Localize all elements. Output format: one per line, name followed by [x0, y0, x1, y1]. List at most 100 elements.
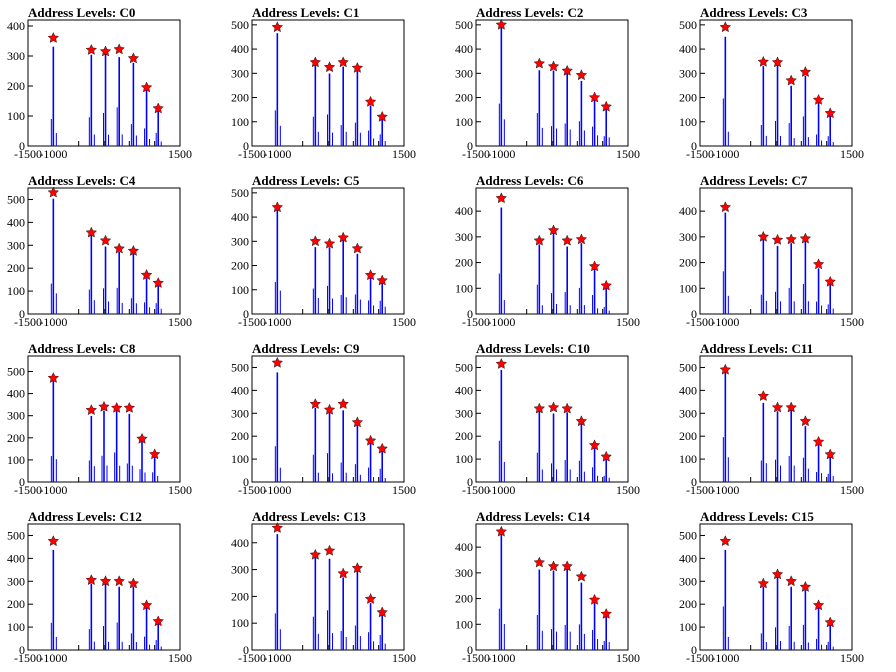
chart-panel-2: Address Levels: C2 0 100 200 300 400 500 -1500-… [455, 5, 640, 161]
x-tick-label: -1500 [14, 315, 42, 329]
peak-marker [364, 434, 377, 446]
chart-title: Address Levels: C6 [476, 173, 584, 188]
peak-marker [364, 269, 377, 281]
peak-marker [757, 390, 770, 401]
peak-marker [600, 450, 612, 462]
chart-panel-5: Address Levels: C5 0 100 200 300 400 500 -1500-… [231, 173, 416, 329]
y-tick-label: 0 [19, 475, 25, 489]
peak-marker [771, 401, 784, 413]
peak-marker [113, 242, 125, 254]
x-tick-label: 1500 [840, 483, 864, 497]
peak-marker [771, 233, 784, 245]
x-tick-label: -1000 [263, 483, 291, 497]
y-tick-label: 400 [679, 42, 697, 56]
y-tick-label: 300 [679, 230, 697, 244]
y-tick-label: 500 [7, 528, 25, 542]
peak-marker [271, 21, 284, 33]
y-tick-label: 200 [455, 256, 473, 270]
peak-marker [152, 102, 164, 114]
peak-marker [547, 224, 560, 236]
x-tick-label: 1500 [168, 651, 192, 665]
peak-marker [323, 61, 336, 73]
peak-marker [47, 372, 60, 383]
y-tick-label: 100 [679, 281, 697, 295]
peak-marker [364, 95, 377, 107]
peak-marker [376, 274, 388, 286]
y-tick-label: 300 [455, 566, 473, 580]
y-tick-label: 100 [7, 620, 25, 634]
y-tick-label: 500 [455, 360, 473, 374]
y-tick-label: 0 [243, 643, 249, 657]
peak-marker [719, 201, 732, 213]
peak-marker [824, 616, 836, 628]
peak-marker [47, 186, 60, 198]
y-tick-label: 200 [231, 589, 249, 603]
y-tick-label: 200 [231, 91, 249, 105]
x-tick-label: -1000 [39, 483, 67, 497]
y-tick-label: 100 [7, 109, 25, 123]
peak-marker [495, 525, 508, 537]
y-tick-label: 500 [7, 192, 25, 206]
peak-marker [376, 606, 388, 618]
peak-marker [337, 56, 349, 68]
chart-title: Address Levels: C12 [28, 509, 142, 524]
y-tick-label: 100 [679, 115, 697, 129]
y-tick-label: 300 [231, 234, 249, 248]
y-tick-label: 300 [231, 563, 249, 577]
x-tick-label: -1500 [238, 651, 266, 665]
y-tick-label: 100 [455, 617, 473, 631]
y-tick-label: 500 [679, 360, 697, 374]
peak-marker [148, 448, 161, 460]
y-tick-label: 400 [231, 210, 249, 224]
peak-marker [136, 432, 148, 444]
x-tick-label: 1500 [392, 315, 416, 329]
peak-marker [127, 577, 140, 589]
peak-marker [271, 356, 284, 368]
x-tick-label: -1500 [462, 315, 490, 329]
x-tick-label: 1500 [616, 147, 640, 161]
y-tick-label: 100 [455, 281, 473, 295]
y-tick-label: 400 [7, 19, 25, 33]
x-tick-label: -1000 [263, 651, 291, 665]
chart-title: Address Levels: C11 [700, 341, 813, 356]
peak-marker [495, 358, 508, 369]
peak-marker [575, 570, 588, 582]
y-tick-label: 500 [679, 18, 697, 32]
y-tick-label: 300 [231, 66, 249, 80]
peak-marker [799, 66, 812, 77]
peak-marker [85, 574, 98, 585]
y-tick-label: 0 [243, 307, 249, 321]
x-tick-label: -1500 [686, 315, 714, 329]
x-tick-label: -1000 [711, 147, 739, 161]
peak-marker [85, 44, 98, 55]
chart-title: Address Levels: C13 [252, 509, 366, 524]
x-tick-label: -1000 [487, 483, 515, 497]
y-tick-label: 400 [7, 387, 25, 401]
chart-panel-15: Address Levels: C15 0 100 200 300 400 500 -1500… [679, 509, 864, 665]
peak-marker [561, 234, 573, 246]
chart-title: Address Levels: C7 [700, 173, 808, 188]
y-tick-label: 200 [679, 429, 697, 443]
chart-panel-3: Address Levels: C3 0 100 200 300 400 500 -1500-… [679, 5, 864, 161]
y-tick-label: 300 [455, 406, 473, 420]
peak-marker [812, 258, 825, 270]
y-tick-label: 500 [7, 364, 25, 378]
x-tick-label: 1500 [840, 315, 864, 329]
chart-panel-4: Address Levels: C4 0 100 200 300 400 500 -1500-… [7, 173, 192, 329]
y-tick-label: 200 [231, 429, 249, 443]
peak-marker [376, 110, 388, 122]
peak-marker [351, 416, 364, 428]
y-tick-label: 0 [467, 307, 473, 321]
x-tick-label: -1500 [14, 147, 42, 161]
y-tick-label: 500 [679, 528, 697, 542]
peak-marker [495, 192, 508, 204]
chart-panel-13: Address Levels: C13 0 100 200 300 400 -1500-10… [231, 509, 416, 665]
peak-marker [495, 18, 508, 30]
x-tick-label: 1500 [168, 315, 192, 329]
peak-marker [799, 415, 812, 427]
peak-marker [113, 43, 125, 55]
y-tick-label: 100 [455, 115, 473, 129]
y-tick-label: 400 [679, 383, 697, 397]
x-tick-label: -1000 [487, 147, 515, 161]
chart-title: Address Levels: C2 [476, 5, 583, 20]
